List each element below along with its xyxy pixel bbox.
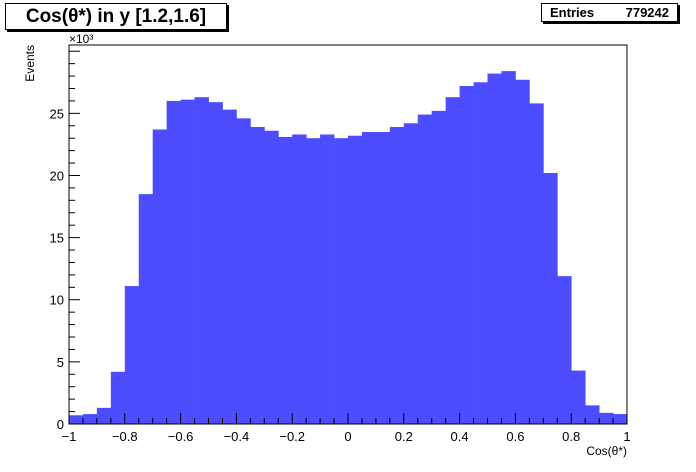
y-tick-label: 10: [50, 293, 64, 308]
histogram-bar: [124, 286, 140, 424]
x-tick-label: −0.6: [168, 429, 194, 444]
histogram-bar: [348, 135, 363, 424]
histogram-bar: [208, 102, 223, 425]
x-tick-label: −1: [62, 429, 77, 444]
histogram-bar: [431, 110, 447, 425]
histogram-bar: [236, 118, 251, 424]
entries-value: 779242: [625, 5, 669, 20]
histogram-bar: [501, 71, 516, 424]
y-tick-label: 20: [50, 168, 64, 183]
histogram-bar: [222, 109, 237, 424]
histogram-bar: [361, 131, 377, 424]
histogram-bar: [278, 136, 293, 424]
histogram-bar: [571, 370, 586, 424]
histogram-bar: [403, 123, 419, 424]
histogram-bar: [138, 194, 154, 424]
histogram-bar: [250, 127, 265, 424]
x-tick-label: 0.2: [395, 429, 413, 444]
histogram-bar: [194, 97, 209, 425]
entries-label: Entries: [550, 5, 595, 20]
x-tick-label: −0.2: [279, 429, 305, 444]
y-axis-label: Events: [23, 45, 37, 82]
histogram-bar: [306, 138, 321, 424]
histogram-bar: [264, 130, 279, 425]
x-tick-label: 0.6: [506, 429, 524, 444]
x-tick-label: 0.8: [562, 429, 580, 444]
histogram-bar: [375, 131, 391, 424]
histogram-bar: [613, 414, 628, 424]
y-multiplier: ×10³: [69, 32, 93, 46]
x-tick-label: −0.4: [224, 429, 250, 444]
x-tick-label: 0.4: [451, 429, 469, 444]
x-axis-label: Cos(θ*): [586, 444, 627, 458]
histogram-bar: [110, 371, 126, 424]
histogram-bar: [82, 414, 98, 424]
histogram-bar: [473, 82, 488, 424]
chart-title: Cos(θ*) in y [1.2,1.6]: [5, 3, 227, 30]
x-tick-label: 1: [623, 429, 630, 444]
histogram-bar: [459, 86, 474, 424]
histogram-bar: [445, 97, 460, 425]
histogram-bar: [69, 415, 84, 424]
histogram-bar: [389, 127, 405, 424]
y-tick-label: 0: [57, 417, 64, 432]
histogram-bar: [515, 79, 530, 424]
histogram-bar: [543, 172, 558, 424]
x-tick-label: −0.8: [112, 429, 138, 444]
stats-box: Entries 779242: [541, 3, 678, 22]
histogram-bar: [166, 100, 181, 424]
histogram-bar: [334, 138, 349, 424]
histogram-bar: [529, 103, 544, 424]
histogram-bar: [96, 407, 112, 424]
y-tick-label: 5: [57, 355, 64, 370]
x-tick-label: 0: [344, 429, 351, 444]
y-tick-label: 15: [50, 231, 64, 246]
histogram-bar: [292, 134, 307, 424]
histogram-bar: [557, 276, 572, 424]
y-tick-label: 25: [50, 106, 64, 121]
histogram-bar: [599, 412, 614, 424]
histogram-bar: [487, 73, 502, 425]
histogram-bar: [180, 99, 195, 424]
histogram-bar: [152, 129, 168, 425]
histogram-bar: [417, 114, 433, 424]
histogram-bar: [585, 405, 600, 424]
histogram-bar: [320, 134, 335, 424]
